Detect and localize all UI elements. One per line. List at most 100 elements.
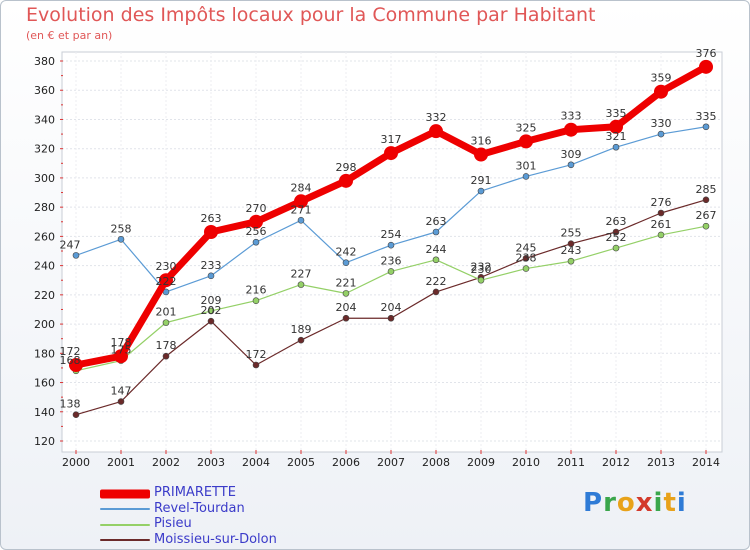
- data-label: 244: [426, 243, 447, 256]
- x-tick-label: 2009: [467, 456, 495, 469]
- data-label: 285: [696, 183, 717, 196]
- data-label: 335: [606, 107, 627, 120]
- data-label: 138: [60, 398, 81, 411]
- x-tick-label: 2004: [242, 456, 270, 469]
- data-point: [612, 244, 620, 252]
- y-tick-label: 240: [34, 260, 55, 273]
- data-point: [564, 122, 578, 137]
- data-point: [252, 297, 260, 304]
- data-point: [522, 265, 530, 272]
- logo-letter: r: [603, 488, 617, 518]
- data-point: [702, 196, 710, 204]
- data-label: 284: [291, 181, 312, 194]
- data-point: [117, 398, 125, 405]
- data-label: 243: [561, 244, 582, 257]
- logo-letter: i: [676, 488, 687, 518]
- legend-label: Pisieu: [154, 516, 192, 531]
- data-point: [252, 238, 260, 246]
- data-label: 221: [336, 276, 357, 289]
- data-label: 316: [471, 135, 492, 148]
- data-point: [432, 288, 440, 296]
- data-point: [657, 231, 665, 239]
- data-point: [342, 314, 350, 322]
- y-tick-label: 200: [34, 318, 55, 331]
- data-point: [477, 187, 485, 195]
- x-tick-label: 2011: [557, 456, 585, 469]
- legend-swatch: [100, 539, 150, 542]
- data-label: 335: [696, 110, 717, 123]
- data-point: [384, 146, 398, 161]
- data-label: 263: [606, 215, 627, 228]
- legend-label: Moissieu-sur-Dolon: [154, 531, 277, 547]
- data-label: 232: [471, 260, 492, 273]
- data-label: 325: [516, 121, 537, 134]
- y-tick-label: 120: [34, 435, 55, 448]
- x-tick-label: 2008: [422, 456, 450, 469]
- data-label: 270: [246, 202, 267, 215]
- data-point: [432, 256, 440, 264]
- data-label: 242: [336, 246, 357, 259]
- data-label: 247: [60, 238, 81, 251]
- data-point: [477, 276, 485, 284]
- logo-letter: i: [653, 488, 664, 518]
- data-label: 236: [381, 254, 402, 267]
- data-label: 201: [156, 306, 177, 319]
- logo-letter: o: [616, 488, 636, 518]
- data-point: [387, 241, 395, 249]
- data-label: 222: [426, 275, 447, 288]
- data-point: [702, 222, 710, 230]
- legend-label: PRIMARETTE: [154, 485, 236, 500]
- data-label: 256: [246, 225, 267, 238]
- data-point: [519, 134, 533, 149]
- data-label: 168: [60, 354, 81, 367]
- data-label: 291: [471, 174, 492, 187]
- data-point: [69, 358, 83, 372]
- data-label: 204: [381, 301, 402, 314]
- data-point: [654, 84, 668, 99]
- data-point: [72, 252, 80, 259]
- data-label: 245: [516, 241, 537, 254]
- data-point: [567, 257, 575, 265]
- data-label: 233: [201, 259, 222, 272]
- data-label: 230: [156, 260, 177, 273]
- y-tick-label: 140: [34, 406, 55, 419]
- data-label: 263: [201, 212, 222, 225]
- data-point: [294, 194, 308, 209]
- data-point: [252, 361, 260, 369]
- data-label: 238: [516, 252, 537, 265]
- logo-letter: x: [635, 488, 654, 518]
- data-point: [117, 236, 125, 243]
- y-tick-label: 360: [34, 84, 55, 97]
- data-point: [657, 209, 665, 217]
- data-point: [162, 319, 170, 326]
- data-label: 330: [651, 117, 672, 130]
- data-point: [297, 217, 305, 224]
- data-point: [207, 272, 215, 280]
- data-point: [114, 349, 128, 364]
- data-point: [522, 255, 530, 262]
- x-tick-label: 2007: [377, 456, 405, 469]
- data-point: [162, 352, 170, 360]
- data-label: 175: [111, 344, 132, 357]
- x-tick-label: 2005: [287, 456, 315, 469]
- legend-swatch: [100, 508, 150, 511]
- legend-swatch: [100, 489, 150, 499]
- data-point: [207, 307, 215, 315]
- data-label: 204: [336, 301, 357, 314]
- data-label: 227: [291, 268, 312, 281]
- data-label: 298: [336, 161, 357, 174]
- x-tick-label: 2010: [512, 456, 540, 469]
- data-label: 261: [651, 218, 672, 231]
- y-tick-label: 260: [34, 230, 55, 243]
- data-label: 359: [651, 72, 672, 85]
- x-tick-label: 2012: [602, 456, 630, 469]
- data-label: 271: [291, 203, 312, 216]
- data-label: 252: [606, 231, 627, 244]
- data-label: 317: [381, 133, 402, 146]
- data-point: [297, 281, 305, 288]
- data-point: [432, 228, 440, 236]
- data-label: 178: [156, 339, 177, 352]
- legend-swatch: [100, 523, 150, 526]
- chart-title: Evolution des Impôts locaux pour la Comm…: [26, 4, 596, 26]
